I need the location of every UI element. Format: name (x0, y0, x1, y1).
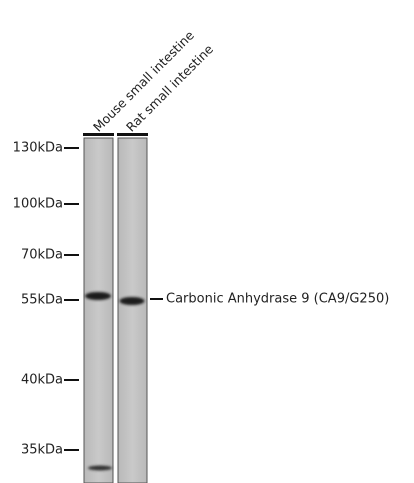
marker-label: 130kDa (13, 141, 63, 156)
band (120, 297, 145, 305)
band (88, 466, 112, 471)
lane (118, 138, 147, 483)
lane (84, 138, 113, 483)
blot-figure: Mouse small intestine Rat small intestin… (0, 0, 414, 483)
marker-label: 55kDa (21, 293, 63, 308)
marker-label: 40kDa (21, 373, 63, 388)
marker-label: 35kDa (21, 443, 63, 458)
band-label: Carbonic Anhydrase 9 (CA9/G250) (166, 292, 389, 307)
band (85, 292, 111, 300)
marker-label: 100kDa (13, 197, 63, 212)
markers: 130kDa 100kDa 70kDa 55kDa 40kDa 35kDa (13, 141, 79, 458)
marker-label: 70kDa (21, 248, 63, 263)
